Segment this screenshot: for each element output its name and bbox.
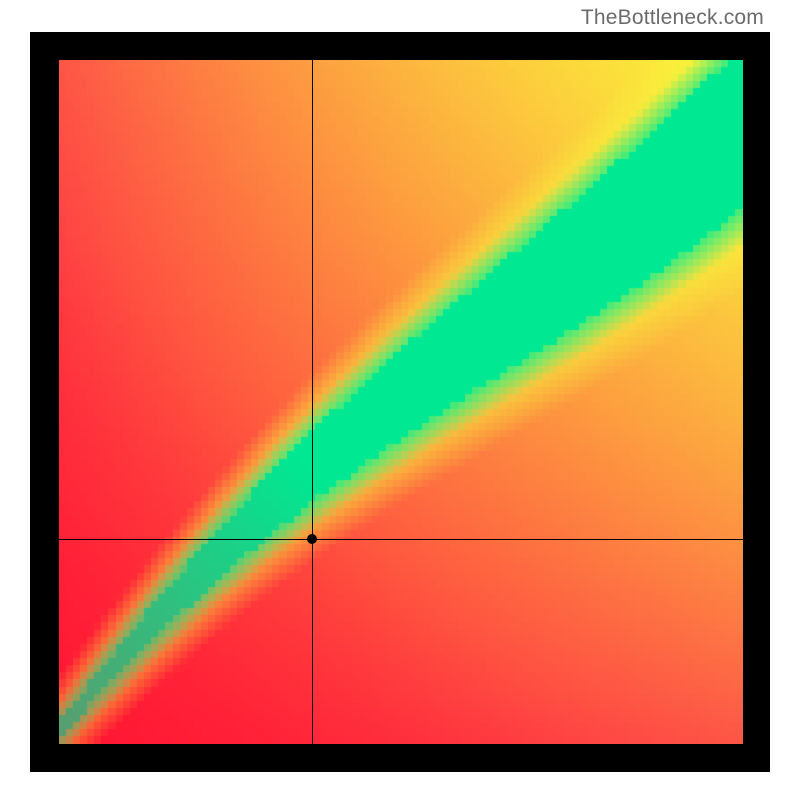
watermark-text: TheBottleneck.com: [581, 6, 764, 30]
chart-root: TheBottleneck.com: [0, 0, 800, 800]
operating-point-marker: [307, 534, 317, 544]
crosshair-vertical-line: [312, 32, 313, 772]
crosshair-horizontal-line: [30, 539, 770, 540]
bottleneck-heatmap: [59, 60, 743, 744]
plot-black-frame: [30, 32, 770, 772]
